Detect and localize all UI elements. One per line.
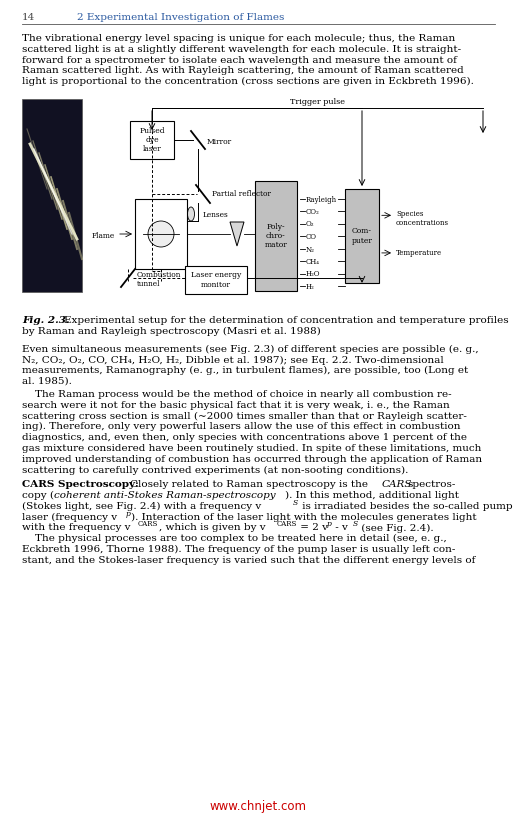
Text: search were it not for the basic physical fact that it is very weak, i. e., the : search were it not for the basic physica… (22, 401, 450, 410)
Text: p: p (126, 510, 131, 518)
Text: Fig. 2.3.: Fig. 2.3. (22, 316, 70, 325)
Text: by Raman and Rayleigh spectroscopy (Masri et al. 1988): by Raman and Rayleigh spectroscopy (Masr… (22, 327, 321, 336)
Text: S: S (353, 520, 358, 528)
Text: - v: - v (332, 524, 348, 533)
Bar (135, 199, 187, 269)
Text: S: S (293, 499, 298, 506)
Text: CH₄: CH₄ (306, 258, 320, 266)
Text: = 2 v: = 2 v (297, 524, 328, 533)
Polygon shape (230, 222, 244, 246)
Text: Species
concentrations: Species concentrations (396, 210, 449, 227)
Bar (255, 181, 297, 291)
Text: scattering cross section is small (~2000 times smaller than that or Rayleigh sca: scattering cross section is small (~2000… (22, 411, 467, 420)
Text: Temperature: Temperature (396, 249, 442, 257)
Text: diagnostics, and, even then, only species with concentrations above 1 percent of: diagnostics, and, even then, only specie… (22, 433, 467, 442)
Text: CO: CO (306, 233, 317, 241)
Text: N₂, CO₂, O₂, CO, CH₄, H₂O, H₂, Dibble et al. 1987); see Eq. 2.2. Two-dimensional: N₂, CO₂, O₂, CO, CH₄, H₂O, H₂, Dibble et… (22, 355, 444, 364)
Text: Lenses: Lenses (203, 211, 229, 219)
Text: Rayleigh: Rayleigh (306, 195, 337, 203)
Text: light is proportional to the concentration (cross sections are given in Eckbreth: light is proportional to the concentrati… (22, 77, 474, 86)
Text: 14: 14 (22, 13, 35, 22)
Text: gas mixture considered have been routinely studied. In spite of these limitation: gas mixture considered have been routine… (22, 444, 481, 453)
Text: Eckbreth 1996, Thorne 1988). The frequency of the pump laser is usually left con: Eckbreth 1996, Thorne 1988). The frequen… (22, 545, 455, 554)
Text: Even simultaneous measurements (see Fig. 2.3) of different species are possible : Even simultaneous measurements (see Fig.… (22, 345, 479, 354)
Text: Partial reflector: Partial reflector (212, 190, 271, 198)
Bar (22, 99, 82, 292)
Text: ing). Therefore, only very powerful lasers allow the use of this effect in combu: ing). Therefore, only very powerful lase… (22, 422, 461, 432)
Text: p: p (327, 520, 332, 528)
Text: O₂: O₂ (306, 220, 314, 228)
Text: Flame: Flame (92, 232, 115, 240)
Text: CARS: CARS (277, 520, 297, 528)
Text: Com-
puter: Com- puter (352, 228, 372, 245)
Bar (345, 189, 379, 283)
Text: 2 Experimental Investigation of Flames: 2 Experimental Investigation of Flames (77, 13, 284, 22)
Text: Closely related to Raman spectroscopy is the: Closely related to Raman spectroscopy is… (130, 480, 368, 489)
Text: stant, and the Stokes-laser frequency is varied such that the different energy l: stant, and the Stokes-laser frequency is… (22, 556, 475, 565)
Text: Pulsed
dye
laser: Pulsed dye laser (139, 127, 165, 153)
Text: Poly-
chro-
mator: Poly- chro- mator (265, 223, 287, 250)
Text: Combustion
tunnel: Combustion tunnel (137, 271, 181, 288)
Bar (185, 266, 247, 294)
Text: Raman scattered light. As with Rayleigh scattering, the amount of Raman scattere: Raman scattered light. As with Rayleigh … (22, 67, 464, 76)
Text: laser (frequency v: laser (frequency v (22, 513, 117, 522)
Text: coherent anti-Stokes Raman-spectroscopy: coherent anti-Stokes Raman-spectroscopy (54, 491, 276, 500)
Text: H₂O: H₂O (306, 271, 321, 279)
Text: Mirror: Mirror (207, 138, 232, 146)
Text: al. 1985).: al. 1985). (22, 377, 72, 386)
Text: Trigger pulse: Trigger pulse (290, 98, 345, 106)
Text: ). Interaction of the laser light with the molecules generates light: ). Interaction of the laser light with t… (131, 513, 477, 522)
Text: (Stokes light, see Fig. 2.4) with a frequency v: (Stokes light, see Fig. 2.4) with a freq… (22, 502, 261, 511)
Text: The physical processes are too complex to be treated here in detail (see, e. g.,: The physical processes are too complex t… (22, 534, 447, 543)
Text: spectros-: spectros- (407, 480, 455, 489)
Text: CO₂: CO₂ (306, 208, 320, 216)
Text: improved understanding of combustion has occurred through the application of Ram: improved understanding of combustion has… (22, 454, 482, 463)
Text: The vibrational energy level spacing is unique for each molecule; thus, the Rama: The vibrational energy level spacing is … (22, 34, 455, 43)
Text: CARS: CARS (138, 520, 158, 528)
Text: forward for a spectrometer to isolate each wavelength and measure the amount of: forward for a spectrometer to isolate ea… (22, 55, 457, 64)
Text: Experimental setup for the determination of concentration and temperature profil: Experimental setup for the determination… (64, 316, 509, 325)
Text: is irradiated besides the so-called pump: is irradiated besides the so-called pump (299, 502, 513, 511)
Text: with the frequency v: with the frequency v (22, 524, 130, 533)
Text: ). In this method, additional light: ). In this method, additional light (285, 491, 459, 500)
Text: CARS Spectroscopy:: CARS Spectroscopy: (22, 480, 139, 489)
Bar (130, 121, 174, 159)
Ellipse shape (181, 207, 189, 221)
Text: measurements, Ramanography (e. g., in turbulent flames), are possible, too (Long: measurements, Ramanography (e. g., in tu… (22, 366, 468, 376)
Text: www.chnjet.com: www.chnjet.com (210, 800, 307, 813)
Ellipse shape (188, 207, 194, 221)
Text: (see Fig. 2.4).: (see Fig. 2.4). (358, 524, 434, 533)
Circle shape (148, 221, 174, 247)
Text: H₂: H₂ (306, 283, 315, 291)
Text: The Raman process would be the method of choice in nearly all combustion re-: The Raman process would be the method of… (22, 389, 452, 399)
Text: N₂: N₂ (306, 246, 315, 254)
Text: scattering to carefully contrived experiments (at non-sooting conditions).: scattering to carefully contrived experi… (22, 465, 408, 475)
Text: scattered light is at a slightly different wavelength for each molecule. It is s: scattered light is at a slightly differe… (22, 45, 461, 54)
Text: , which is given by v: , which is given by v (159, 524, 266, 533)
Text: Laser energy
monitor: Laser energy monitor (191, 272, 241, 289)
Text: copy (: copy ( (22, 491, 54, 500)
Text: CARS: CARS (382, 480, 413, 489)
